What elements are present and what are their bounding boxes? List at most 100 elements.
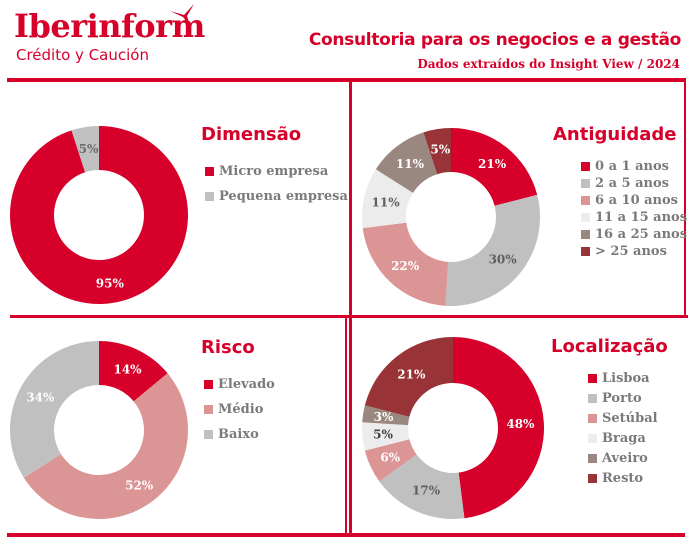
localizacao-title: Localização bbox=[551, 336, 668, 357]
risco-title: Risco bbox=[201, 337, 255, 358]
legend-item-micro-empresa: Micro empresa bbox=[205, 159, 348, 184]
legend-swatch bbox=[581, 196, 590, 205]
legend-label: 0 a 1 anos bbox=[595, 159, 669, 174]
legend-swatch bbox=[588, 393, 597, 403]
dimensao-legend: Micro empresa Pequena empresa bbox=[205, 159, 348, 209]
brand-subtitle: Crédito y Caución bbox=[16, 46, 149, 64]
legend-label: Aveiro bbox=[602, 450, 648, 466]
antiguidade-slice-6-a-10-anos bbox=[362, 222, 449, 306]
legend-swatch bbox=[588, 453, 597, 463]
dimensao-slice-pequena-empresa bbox=[71, 126, 99, 173]
antiguidade-data-label-16-a-25-anos: 11% bbox=[396, 157, 425, 171]
antiguidade-slice-11-a-15-anos bbox=[362, 169, 414, 229]
legend-label: Resto bbox=[602, 470, 644, 486]
risco-data-label-baixo: 34% bbox=[26, 391, 55, 405]
middle-divider bbox=[10, 315, 688, 318]
legend-item-11-a-15-anos: 11 a 15 anos bbox=[581, 209, 687, 226]
vertical-divider bbox=[349, 80, 352, 537]
dimensao-data-label-pequena-empresa: 5% bbox=[79, 142, 99, 156]
antiguidade-data-label-25-anos: 5% bbox=[430, 143, 450, 157]
legend-label: Elevado bbox=[218, 377, 275, 392]
legend-swatch bbox=[204, 405, 213, 414]
bottom-divider bbox=[7, 533, 685, 537]
legend-item-2-a-5-anos: 2 a 5 anos bbox=[581, 175, 687, 192]
localizacao-data-label-lisboa: 48% bbox=[506, 417, 535, 431]
legend-item-braga: Braga bbox=[588, 428, 658, 448]
legend-swatch bbox=[581, 247, 590, 256]
legend-item-porto: Porto bbox=[588, 388, 658, 408]
legend-item-setubal: Setúbal bbox=[588, 408, 658, 428]
legend-label: 6 a 10 anos bbox=[595, 193, 679, 208]
legend-label: Pequena empresa bbox=[219, 189, 348, 204]
legend-item-medio: Médio bbox=[204, 397, 275, 422]
localizacao-data-label-resto: 21% bbox=[397, 367, 426, 381]
page-title: Consultoria para os negocios e a gestão bbox=[308, 30, 681, 50]
risco-slice-elevado bbox=[99, 341, 168, 402]
antiguidade-data-label-2-a-5-anos: 30% bbox=[489, 253, 518, 267]
legend-swatch bbox=[588, 373, 597, 383]
legend-item-0-a-1-anos: 0 a 1 anos bbox=[581, 158, 687, 175]
legend-item-6-a-10-anos: 6 a 10 anos bbox=[581, 192, 687, 209]
legend-swatch bbox=[581, 213, 590, 222]
antiguidade-data-label-11-a-15-anos: 11% bbox=[372, 195, 401, 209]
risco-data-label-medio: 52% bbox=[125, 478, 154, 492]
antiguidade-donut-chart: 21% 30% 22% 11% 11% 5% bbox=[362, 128, 540, 306]
localizacao-data-label-porto: 17% bbox=[412, 483, 441, 497]
legend-swatch bbox=[204, 430, 213, 439]
legend-label: Médio bbox=[218, 402, 264, 417]
localizacao-legend: Lisboa Porto Setúbal Braga Aveiro Resto bbox=[588, 368, 658, 488]
risco-slice-baixo bbox=[9, 341, 99, 478]
antiguidade-slice-16-a-25-anos bbox=[375, 132, 438, 193]
legend-label: Setúbal bbox=[602, 410, 658, 426]
antiguidade-slice-25-anos bbox=[423, 128, 451, 175]
risco-legend: Elevado Médio Baixo bbox=[204, 372, 275, 447]
dimensao-data-label-micro-empresa: 95% bbox=[96, 276, 125, 290]
legend-swatch bbox=[588, 473, 597, 483]
top-right-panel-border bbox=[684, 80, 686, 316]
localizacao-slice-aveiro bbox=[362, 405, 410, 426]
brand-logo-text: Iberinform bbox=[14, 7, 205, 45]
localizacao-slice-lisboa bbox=[453, 337, 544, 519]
legend-swatch bbox=[581, 230, 590, 239]
legend-label: > 25 anos bbox=[595, 244, 667, 259]
legend-swatch bbox=[204, 380, 213, 389]
page-subtitle: Dados extraídos do Insight View / 2024 bbox=[417, 57, 680, 71]
antiguidade-legend: 0 a 1 anos 2 a 5 anos 6 a 10 anos 11 a 15 a… bbox=[581, 158, 687, 260]
risco-data-label-elevado: 14% bbox=[113, 362, 142, 376]
legend-item-16-a-25-anos: 16 a 25 anos bbox=[581, 226, 687, 243]
localizacao-data-label-aveiro: 3% bbox=[374, 410, 394, 424]
localizacao-slice-braga bbox=[362, 422, 410, 451]
risco-donut-chart: 14% 52% 34% bbox=[9, 341, 188, 519]
legend-swatch bbox=[588, 413, 597, 423]
legend-item-25-anos: > 25 anos bbox=[581, 243, 687, 260]
antiguidade-title: Antiguidade bbox=[553, 124, 677, 145]
bottom-left-panel-border bbox=[345, 318, 347, 533]
risco-slice-medio bbox=[23, 373, 188, 519]
localizacao-slice-resto bbox=[364, 337, 453, 417]
legend-swatch bbox=[205, 192, 214, 201]
legend-swatch bbox=[581, 162, 590, 171]
legend-item-aveiro: Aveiro bbox=[588, 448, 658, 468]
localizacao-data-label-braga: 5% bbox=[373, 428, 393, 442]
legend-label: 11 a 15 anos bbox=[595, 210, 688, 225]
antiguidade-data-label-0-a-1-anos: 21% bbox=[478, 157, 507, 171]
antiguidade-data-label-6-a-10-anos: 22% bbox=[391, 259, 420, 273]
localizacao-slice-porto bbox=[379, 454, 465, 519]
legend-swatch bbox=[588, 433, 597, 443]
legend-item-resto: Resto bbox=[588, 468, 658, 488]
legend-label: Braga bbox=[602, 430, 646, 446]
legend-item-baixo: Baixo bbox=[204, 422, 275, 447]
localizacao-slice-setubal bbox=[364, 439, 417, 482]
antiguidade-slice-2-a-5-anos bbox=[445, 194, 540, 306]
localizacao-data-label-setubal: 6% bbox=[380, 451, 400, 465]
legend-label: Micro empresa bbox=[219, 164, 329, 179]
bird-swoosh-icon bbox=[170, 4, 194, 26]
dimensao-title: Dimensão bbox=[201, 124, 302, 145]
legend-swatch bbox=[581, 179, 590, 188]
legend-label: Porto bbox=[602, 390, 642, 406]
legend-item-pequena-empresa: Pequena empresa bbox=[205, 184, 348, 209]
legend-item-lisboa: Lisboa bbox=[588, 368, 658, 388]
legend-swatch bbox=[205, 167, 214, 176]
localizacao-donut-chart: 48% 17% 6% 5% 3% 21% bbox=[362, 337, 544, 519]
legend-label: 2 a 5 anos bbox=[595, 176, 669, 191]
